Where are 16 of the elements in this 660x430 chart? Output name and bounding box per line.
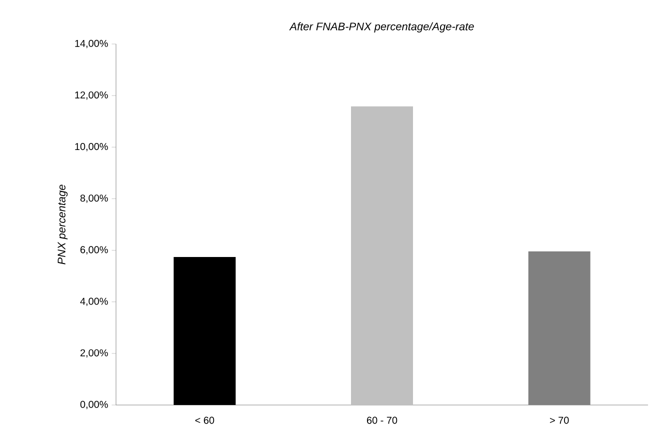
y-tick-label: 0,00% [80,400,108,410]
bar [351,106,414,405]
y-tick-label: 12,00% [75,91,108,100]
chart-title: After FNAB-PNX percentage/Age-rate [289,22,474,32]
y-tick-label: 10,00% [75,143,108,152]
y-tick-label: 6,00% [80,246,108,254]
y-tick-label: 8,00% [80,194,108,203]
x-tick-label: 60 - 70 [366,416,398,424]
y-tick-label: 14,00% [75,40,108,48]
y-axis-title: PNX percentage [58,184,68,264]
bar [174,256,236,405]
y-tick-label: 2,00% [80,349,108,358]
x-tick-label: < 60 [195,416,214,424]
x-tick-label: > 70 [550,416,569,424]
bar [528,251,590,405]
y-tick-label: 4,00% [80,298,108,306]
